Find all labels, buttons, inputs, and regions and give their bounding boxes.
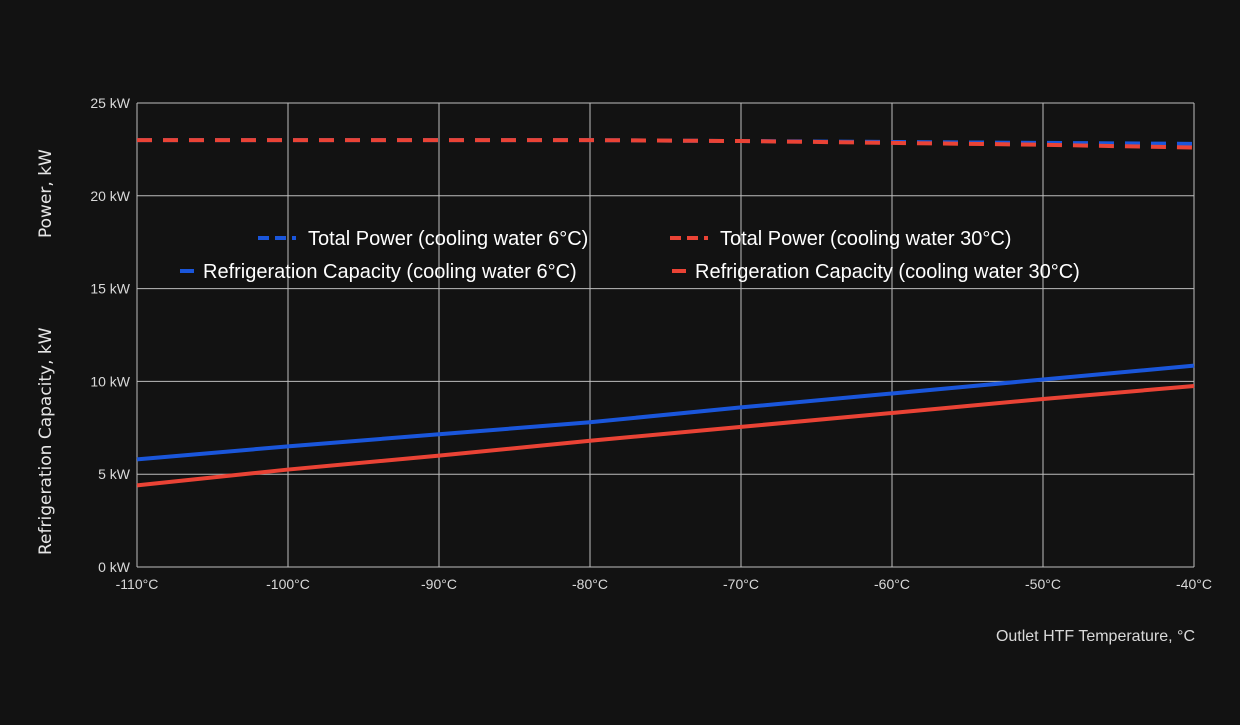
series-lines [136,138,1195,488]
y-tick-label: 10 kW [90,373,130,389]
grid [136,102,1195,568]
y-tick-label: 0 kW [98,559,131,575]
x-tick-label: -80°C [572,576,608,592]
legend-label: Refrigeration Capacity (cooling water 6°… [203,261,577,283]
x-tick-label: -100°C [266,576,310,592]
x-tick-label: -110°C [116,576,159,592]
y-axis-title-power: Power, kW [36,149,56,238]
legend: Total Power (cooling water 6°C) Total Pow… [180,228,1080,283]
series-line-3 [136,363,1195,462]
y-tick-label: 20 kW [90,188,130,204]
y-axis-title-capacity: Refrigeration Capacity, kW [36,327,56,555]
legend-label: Total Power (cooling water 6°C) [308,228,588,250]
x-tick-label: -70°C [723,576,759,592]
series-line-2 [137,138,1195,150]
legend-label: Refrigeration Capacity (cooling water 30… [695,261,1080,283]
y-tick-label: 5 kW [98,466,131,482]
y-tick-label: 15 kW [90,281,130,297]
x-tick-label: -60°C [874,576,910,592]
x-tick-label: -90°C [421,576,457,592]
legend-label: Total Power (cooling water 30°C) [720,228,1011,250]
series-line-4 [136,384,1195,488]
x-axis-title: Outlet HTF Temperature, °C [996,628,1195,645]
y-tick-label: 25 kW [90,95,130,111]
tick-labels: -110°C -100°C -90°C -80°C -70°C -60°C -50°C -40… [90,95,1212,592]
x-tick-label: -50°C [1025,576,1061,592]
x-tick-label: -40°C [1176,576,1212,592]
